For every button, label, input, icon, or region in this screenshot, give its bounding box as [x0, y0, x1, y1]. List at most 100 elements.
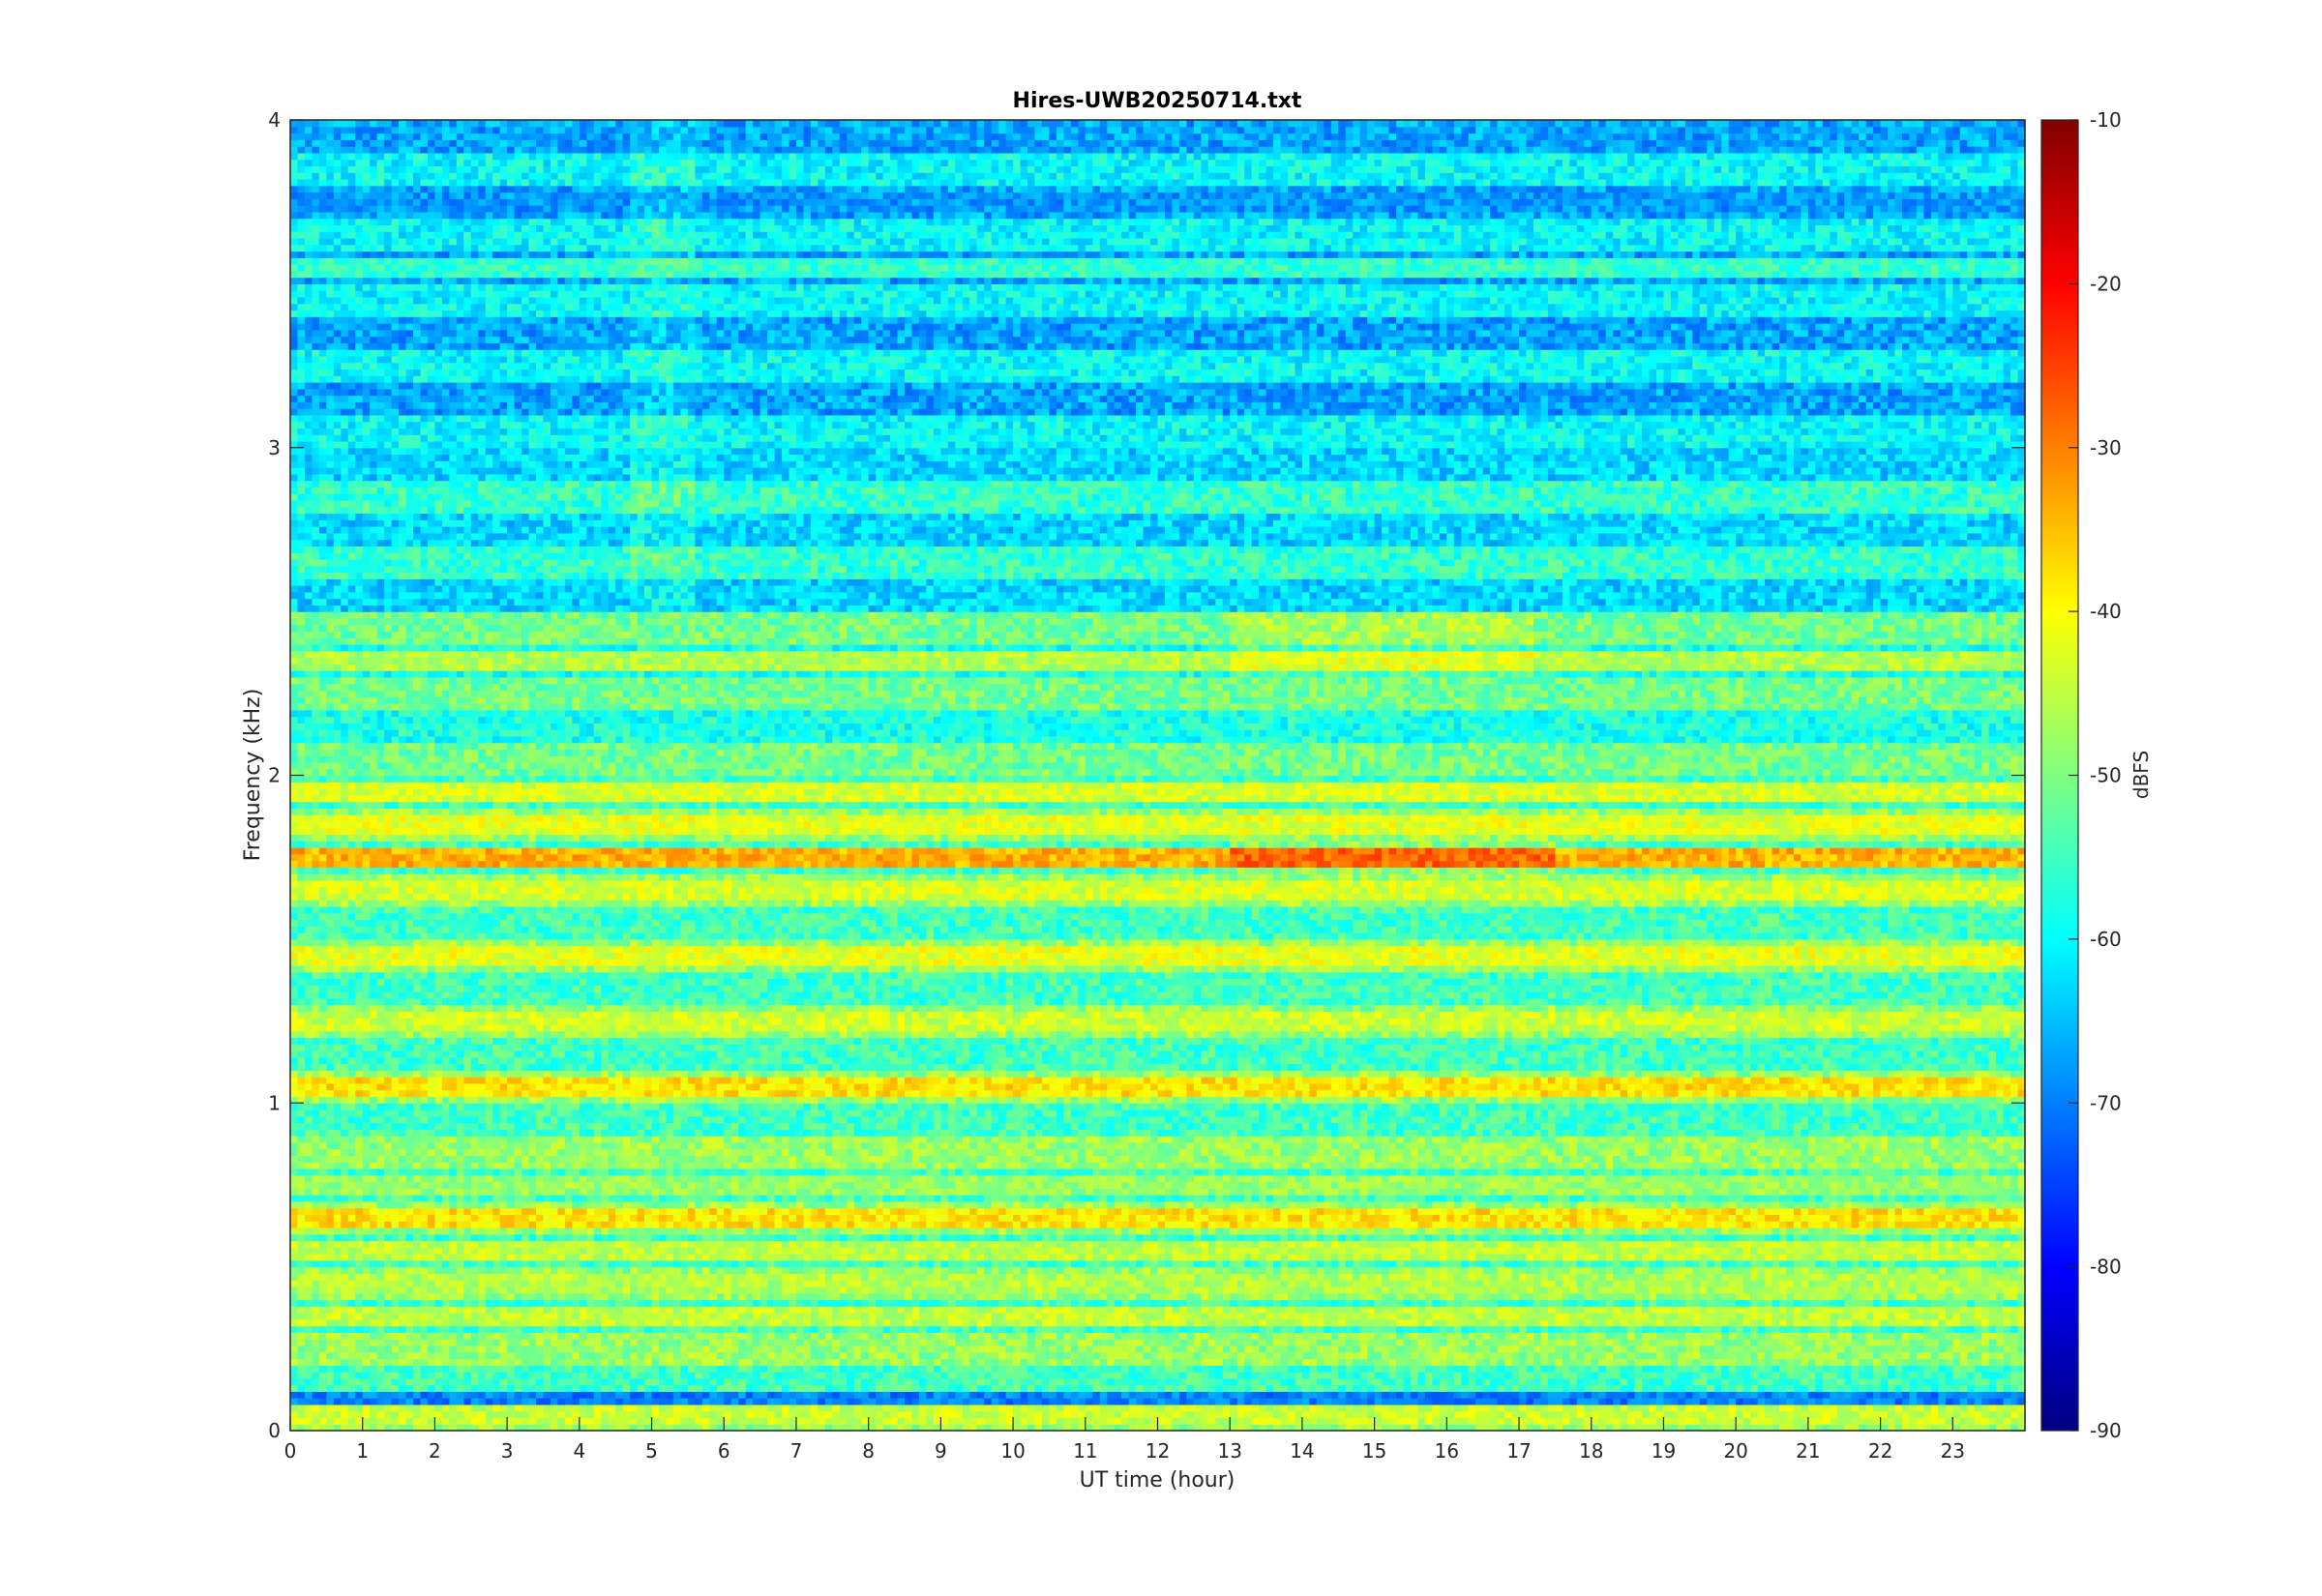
heatmap-cell — [304, 1372, 313, 1379]
heatmap-cell — [362, 1404, 371, 1412]
heatmap-cell — [1475, 1377, 1484, 1386]
heatmap-cell — [1230, 1292, 1238, 1301]
heatmap-cell — [1728, 1404, 1737, 1412]
heatmap-cell — [1078, 1404, 1087, 1412]
heatmap-cell — [1295, 1391, 1303, 1399]
heatmap-cell — [441, 1325, 450, 1333]
heatmap-cell — [832, 1345, 841, 1353]
heatmap-cell — [1236, 1358, 1245, 1366]
heatmap-cell — [1620, 1325, 1628, 1333]
heatmap-cell — [687, 1398, 696, 1405]
heatmap-cell — [984, 1306, 993, 1314]
heatmap-cell — [1273, 1372, 1282, 1379]
heatmap-cell — [1244, 1332, 1253, 1340]
heatmap-cell — [853, 1365, 862, 1373]
heatmap-cell — [1201, 1351, 1209, 1360]
heatmap-cell — [695, 1332, 703, 1340]
heatmap-cell — [370, 1306, 378, 1314]
heatmap-cell — [399, 1417, 407, 1425]
heatmap-cell — [1699, 1424, 1708, 1432]
heatmap-cell — [1945, 1391, 1953, 1399]
heatmap-cell — [1750, 1313, 1759, 1320]
heatmap-cell — [1497, 1318, 1505, 1327]
heatmap-cell — [1996, 1391, 2005, 1399]
heatmap-cell — [962, 1299, 970, 1307]
heatmap-cell — [1330, 1404, 1339, 1412]
heatmap-cell — [759, 1325, 768, 1333]
heatmap-cell — [724, 1292, 732, 1301]
heatmap-cell — [1959, 1339, 1968, 1346]
heatmap-cell — [1938, 1372, 1947, 1379]
heatmap-cell — [1540, 1299, 1549, 1307]
heatmap-cell — [1923, 1306, 1932, 1314]
heatmap-cell — [1873, 1365, 1882, 1373]
heatmap-cell — [672, 1365, 682, 1373]
heatmap-cell — [659, 1306, 668, 1314]
heatmap-cell — [1526, 1299, 1534, 1307]
heatmap-cell — [1136, 1292, 1145, 1301]
heatmap-cell — [680, 1404, 689, 1412]
heatmap-cell — [911, 1391, 920, 1399]
heatmap-cell — [1424, 1306, 1433, 1314]
heatmap-cell — [1642, 1410, 1651, 1419]
heatmap-cell — [593, 1372, 602, 1379]
heatmap-cell — [666, 1391, 674, 1399]
heatmap-cell — [810, 1410, 819, 1419]
heatmap-cell — [1713, 1306, 1722, 1314]
heatmap-cell — [312, 1384, 320, 1392]
heatmap-cell — [1236, 1299, 1245, 1307]
heatmap-cell — [876, 1306, 884, 1314]
heatmap-cell — [1150, 1292, 1159, 1301]
heatmap-cell — [376, 1299, 385, 1307]
heatmap-cell — [1750, 1351, 1759, 1360]
heatmap-cell — [593, 1365, 602, 1373]
heatmap-cell — [1128, 1377, 1137, 1386]
heatmap-cell — [795, 1391, 805, 1399]
heatmap-cell — [1909, 1351, 1918, 1360]
heatmap-cell — [969, 1377, 978, 1386]
heatmap-cell — [1236, 1345, 1245, 1353]
heatmap-cell — [564, 1384, 573, 1392]
heatmap-cell — [2010, 1299, 2019, 1307]
heatmap-cell — [434, 1351, 443, 1360]
heatmap-cell — [1930, 1358, 1939, 1366]
heatmap-cell — [1396, 1398, 1405, 1405]
heatmap-cell — [304, 1391, 313, 1399]
heatmap-cell — [1576, 1365, 1585, 1373]
heatmap-cell — [1497, 1417, 1505, 1425]
heatmap-cell — [897, 1345, 906, 1353]
heatmap-cell — [355, 1365, 364, 1373]
heatmap-cell — [847, 1391, 855, 1399]
heatmap-cell — [1909, 1377, 1918, 1386]
heatmap-cell — [1678, 1332, 1686, 1340]
heatmap-cell — [1859, 1351, 1867, 1360]
heatmap-cell — [795, 1292, 805, 1301]
heatmap-cell — [557, 1332, 566, 1340]
heatmap-cell — [1078, 1372, 1087, 1379]
heatmap-cell — [998, 1339, 1007, 1346]
heatmap-cell — [1736, 1372, 1744, 1379]
heatmap-cell — [1186, 1410, 1195, 1419]
heatmap-cell — [680, 1351, 689, 1360]
heatmap-cell — [370, 1351, 378, 1360]
heatmap-cell — [774, 1358, 783, 1366]
heatmap-cell — [1547, 1313, 1556, 1320]
heatmap-cell — [478, 1292, 487, 1301]
heatmap-cell — [905, 1410, 913, 1419]
heatmap-cell — [1330, 1384, 1339, 1392]
heatmap-cell — [463, 1332, 472, 1340]
heatmap-cell — [868, 1318, 877, 1327]
heatmap-cell — [1771, 1313, 1780, 1320]
heatmap-cell — [1778, 1339, 1788, 1346]
heatmap-cell — [897, 1384, 906, 1392]
heatmap-cell — [593, 1391, 602, 1399]
heatmap-cell — [651, 1417, 660, 1425]
heatmap-cell — [918, 1351, 928, 1360]
heatmap-cell — [2017, 1398, 2026, 1405]
heatmap-cell — [557, 1325, 566, 1333]
heatmap-cell — [1894, 1339, 1903, 1346]
heatmap-cell — [622, 1339, 631, 1346]
heatmap-cell — [1085, 1372, 1093, 1379]
heatmap-cell — [1750, 1372, 1759, 1379]
heatmap-cell — [1353, 1424, 1361, 1432]
